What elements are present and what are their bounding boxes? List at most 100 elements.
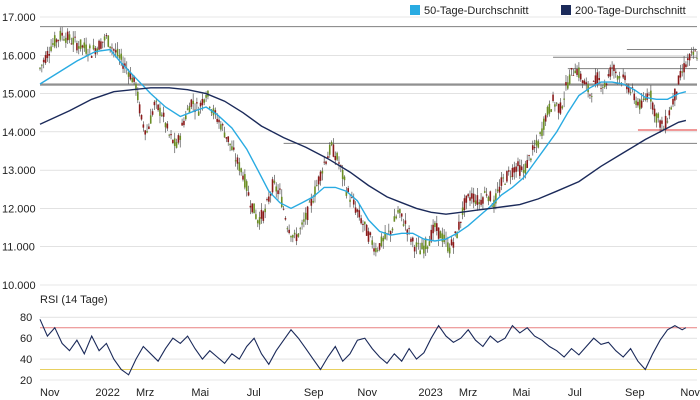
- candle-body: [541, 128, 543, 136]
- candle-body: [631, 87, 634, 89]
- candle-body: [66, 31, 69, 41]
- candle-body: [83, 42, 86, 49]
- candle-body: [439, 231, 442, 239]
- rsi-grid: [40, 316, 697, 381]
- candle-body: [448, 247, 451, 254]
- candle-body: [48, 54, 51, 56]
- x-tick-label: Sep: [304, 387, 324, 399]
- candle-body: [533, 146, 536, 149]
- candle-body: [184, 115, 187, 120]
- candle-body: [221, 124, 224, 126]
- candle-body: [646, 93, 648, 100]
- candle-body: [692, 51, 695, 55]
- candle-body: [299, 228, 302, 230]
- candle-body: [345, 191, 348, 196]
- ma50-line: [39, 48, 687, 242]
- price-y-tick-label: 12.000: [2, 203, 36, 215]
- candle-body: [122, 63, 124, 69]
- candle-body: [55, 39, 58, 43]
- candle-body: [661, 120, 663, 124]
- candle-body: [500, 177, 503, 186]
- candle-body: [65, 37, 67, 43]
- candle-body: [153, 101, 156, 106]
- candle-body: [458, 221, 460, 230]
- candle-body: [273, 180, 276, 183]
- candle-body: [413, 246, 416, 252]
- candle-body: [471, 193, 473, 199]
- candle-body: [284, 218, 287, 220]
- price-y-tick-label: 16.000: [2, 50, 36, 62]
- candle-body: [225, 137, 228, 139]
- candle-body: [183, 120, 185, 126]
- candle-body: [559, 102, 562, 114]
- x-tick-label: 2022: [95, 387, 119, 399]
- candle-body: [297, 233, 300, 237]
- candle-body: [640, 100, 643, 108]
- candle-body: [341, 169, 344, 179]
- rsi-y-tick-label: 60: [20, 333, 32, 345]
- x-tick-label: Mrz: [136, 387, 154, 399]
- candle-body: [349, 199, 351, 202]
- candle-body: [642, 98, 645, 100]
- candle-body: [435, 223, 438, 231]
- candle-body: [513, 167, 516, 173]
- rsi-line: [39, 319, 687, 376]
- candle-body: [681, 71, 684, 73]
- candle-body: [504, 184, 506, 185]
- candle-body: [465, 195, 468, 203]
- candle-body: [308, 201, 311, 203]
- x-tick-label: Nov: [40, 387, 60, 399]
- candle-body: [303, 219, 305, 222]
- candle-body: [509, 176, 512, 178]
- candle-body: [437, 227, 440, 239]
- x-tick-label: Sep: [625, 387, 645, 399]
- candle-body: [124, 63, 126, 67]
- candle-body: [70, 43, 73, 45]
- candle-body: [240, 168, 242, 173]
- candle-body: [352, 199, 355, 205]
- candle-body: [107, 35, 110, 47]
- candle-body: [633, 93, 636, 101]
- candle-body: [399, 209, 401, 214]
- candle-body: [618, 76, 621, 79]
- candle-body: [360, 218, 362, 224]
- candle-body: [170, 134, 172, 136]
- candle-body: [220, 124, 222, 130]
- x-tick-label: Mai: [512, 387, 530, 399]
- candle-body: [312, 200, 314, 203]
- candle-body: [358, 210, 361, 218]
- candle-body: [286, 228, 289, 230]
- candle-body: [332, 144, 335, 157]
- candle-body: [328, 144, 331, 155]
- candle-body: [330, 142, 333, 146]
- candle-body: [585, 82, 588, 85]
- candle-body: [59, 30, 62, 40]
- price-y-axis: 17.000 16.000 15.000 14.000 13.000 12.000 11.0…: [2, 12, 36, 292]
- candle-body: [472, 193, 475, 203]
- candle-body: [476, 195, 479, 205]
- candle-body: [421, 242, 423, 250]
- candle-body: [98, 40, 100, 50]
- candle-body: [683, 63, 685, 73]
- candle-body: [609, 67, 612, 77]
- candle-body: [544, 115, 547, 122]
- candle-body: [555, 102, 558, 104]
- candle-body: [323, 161, 326, 163]
- candle-body: [354, 207, 357, 213]
- candle-body: [539, 132, 541, 134]
- candle-body: [480, 199, 482, 205]
- candle-body: [491, 205, 493, 207]
- candle-body: [452, 242, 455, 248]
- candle-body: [493, 199, 495, 209]
- candle-body: [155, 100, 158, 102]
- candle-body: [234, 160, 237, 162]
- candle-body: [351, 197, 353, 198]
- candle-body: [268, 196, 270, 202]
- candle-body: [602, 87, 604, 88]
- candle-body: [496, 189, 499, 192]
- candle-body: [589, 94, 591, 96]
- candle-body: [258, 217, 261, 225]
- candle-body: [238, 162, 241, 171]
- candle-body: [57, 40, 60, 41]
- candle-body: [483, 191, 486, 193]
